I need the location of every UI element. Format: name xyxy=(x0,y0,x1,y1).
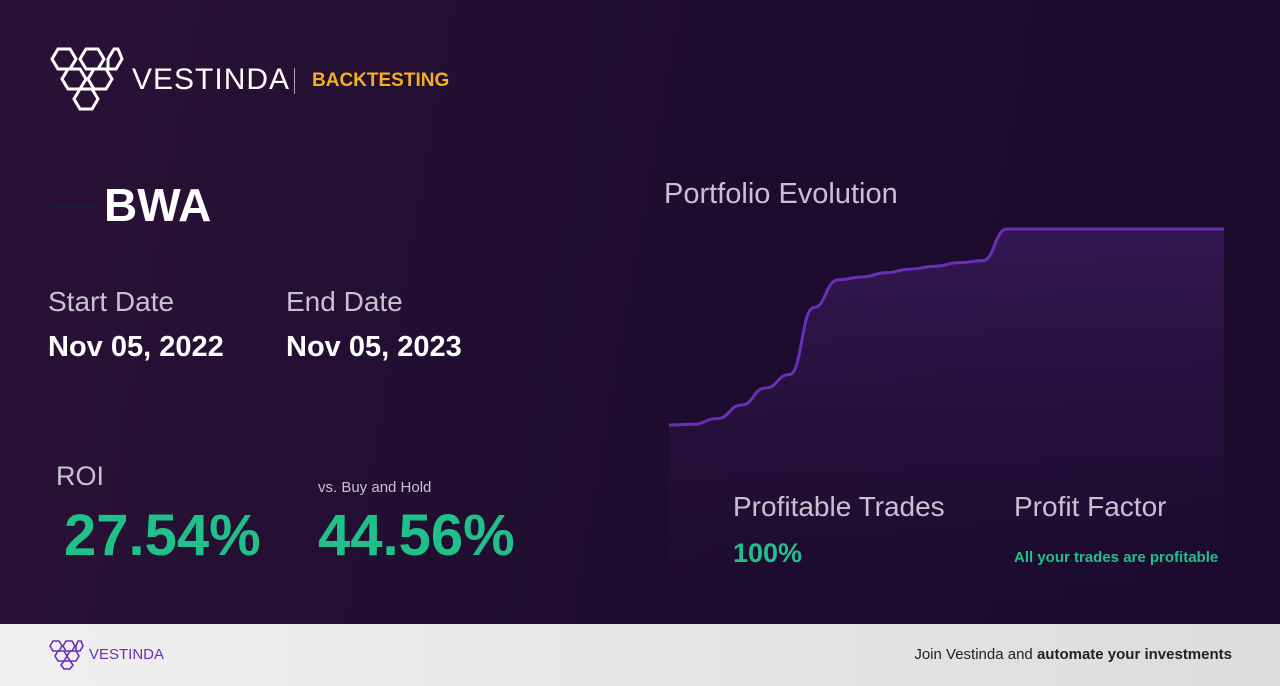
bh-label: vs. Buy and Hold xyxy=(318,479,432,496)
end-date: Nov 05, 2023 xyxy=(286,331,462,363)
start-label: Start Date xyxy=(48,286,175,317)
cta: Join Vestinda and automate your investme… xyxy=(914,646,1232,663)
footer-logo xyxy=(49,640,84,670)
roi-label: ROI xyxy=(56,461,105,491)
pf-value: All your trades are profitable xyxy=(1014,549,1219,566)
chart xyxy=(668,227,1224,624)
logo xyxy=(50,47,124,111)
ticker-line xyxy=(48,205,96,207)
start-date: Nov 05, 2022 xyxy=(48,331,224,363)
roi-value: 27.54% xyxy=(64,503,261,568)
pf-label: Profit Factor xyxy=(1014,491,1167,522)
pt-label: Profitable Trades xyxy=(733,491,945,522)
ticker: BWA xyxy=(104,179,212,231)
card: VESTINDA BACKTESTING BWA Start Date Nov … xyxy=(0,0,1280,624)
footer: VESTINDA Join Vestinda and automate your… xyxy=(0,624,1280,686)
footer-brand: VESTINDA xyxy=(89,646,165,663)
section: BACKTESTING xyxy=(312,70,450,91)
pt-value: 100% xyxy=(733,538,803,568)
bh-value: 44.56% xyxy=(318,503,515,568)
divider xyxy=(294,68,295,94)
end-label: End Date xyxy=(286,286,403,317)
cta-bold: automate your investments xyxy=(1036,646,1232,663)
brand: VESTINDA xyxy=(132,63,291,96)
line xyxy=(668,227,1224,427)
chart-title: Portfolio Evolution xyxy=(664,178,898,210)
cta-prefix: Join Vestinda and xyxy=(914,646,1033,663)
area xyxy=(669,229,1224,624)
